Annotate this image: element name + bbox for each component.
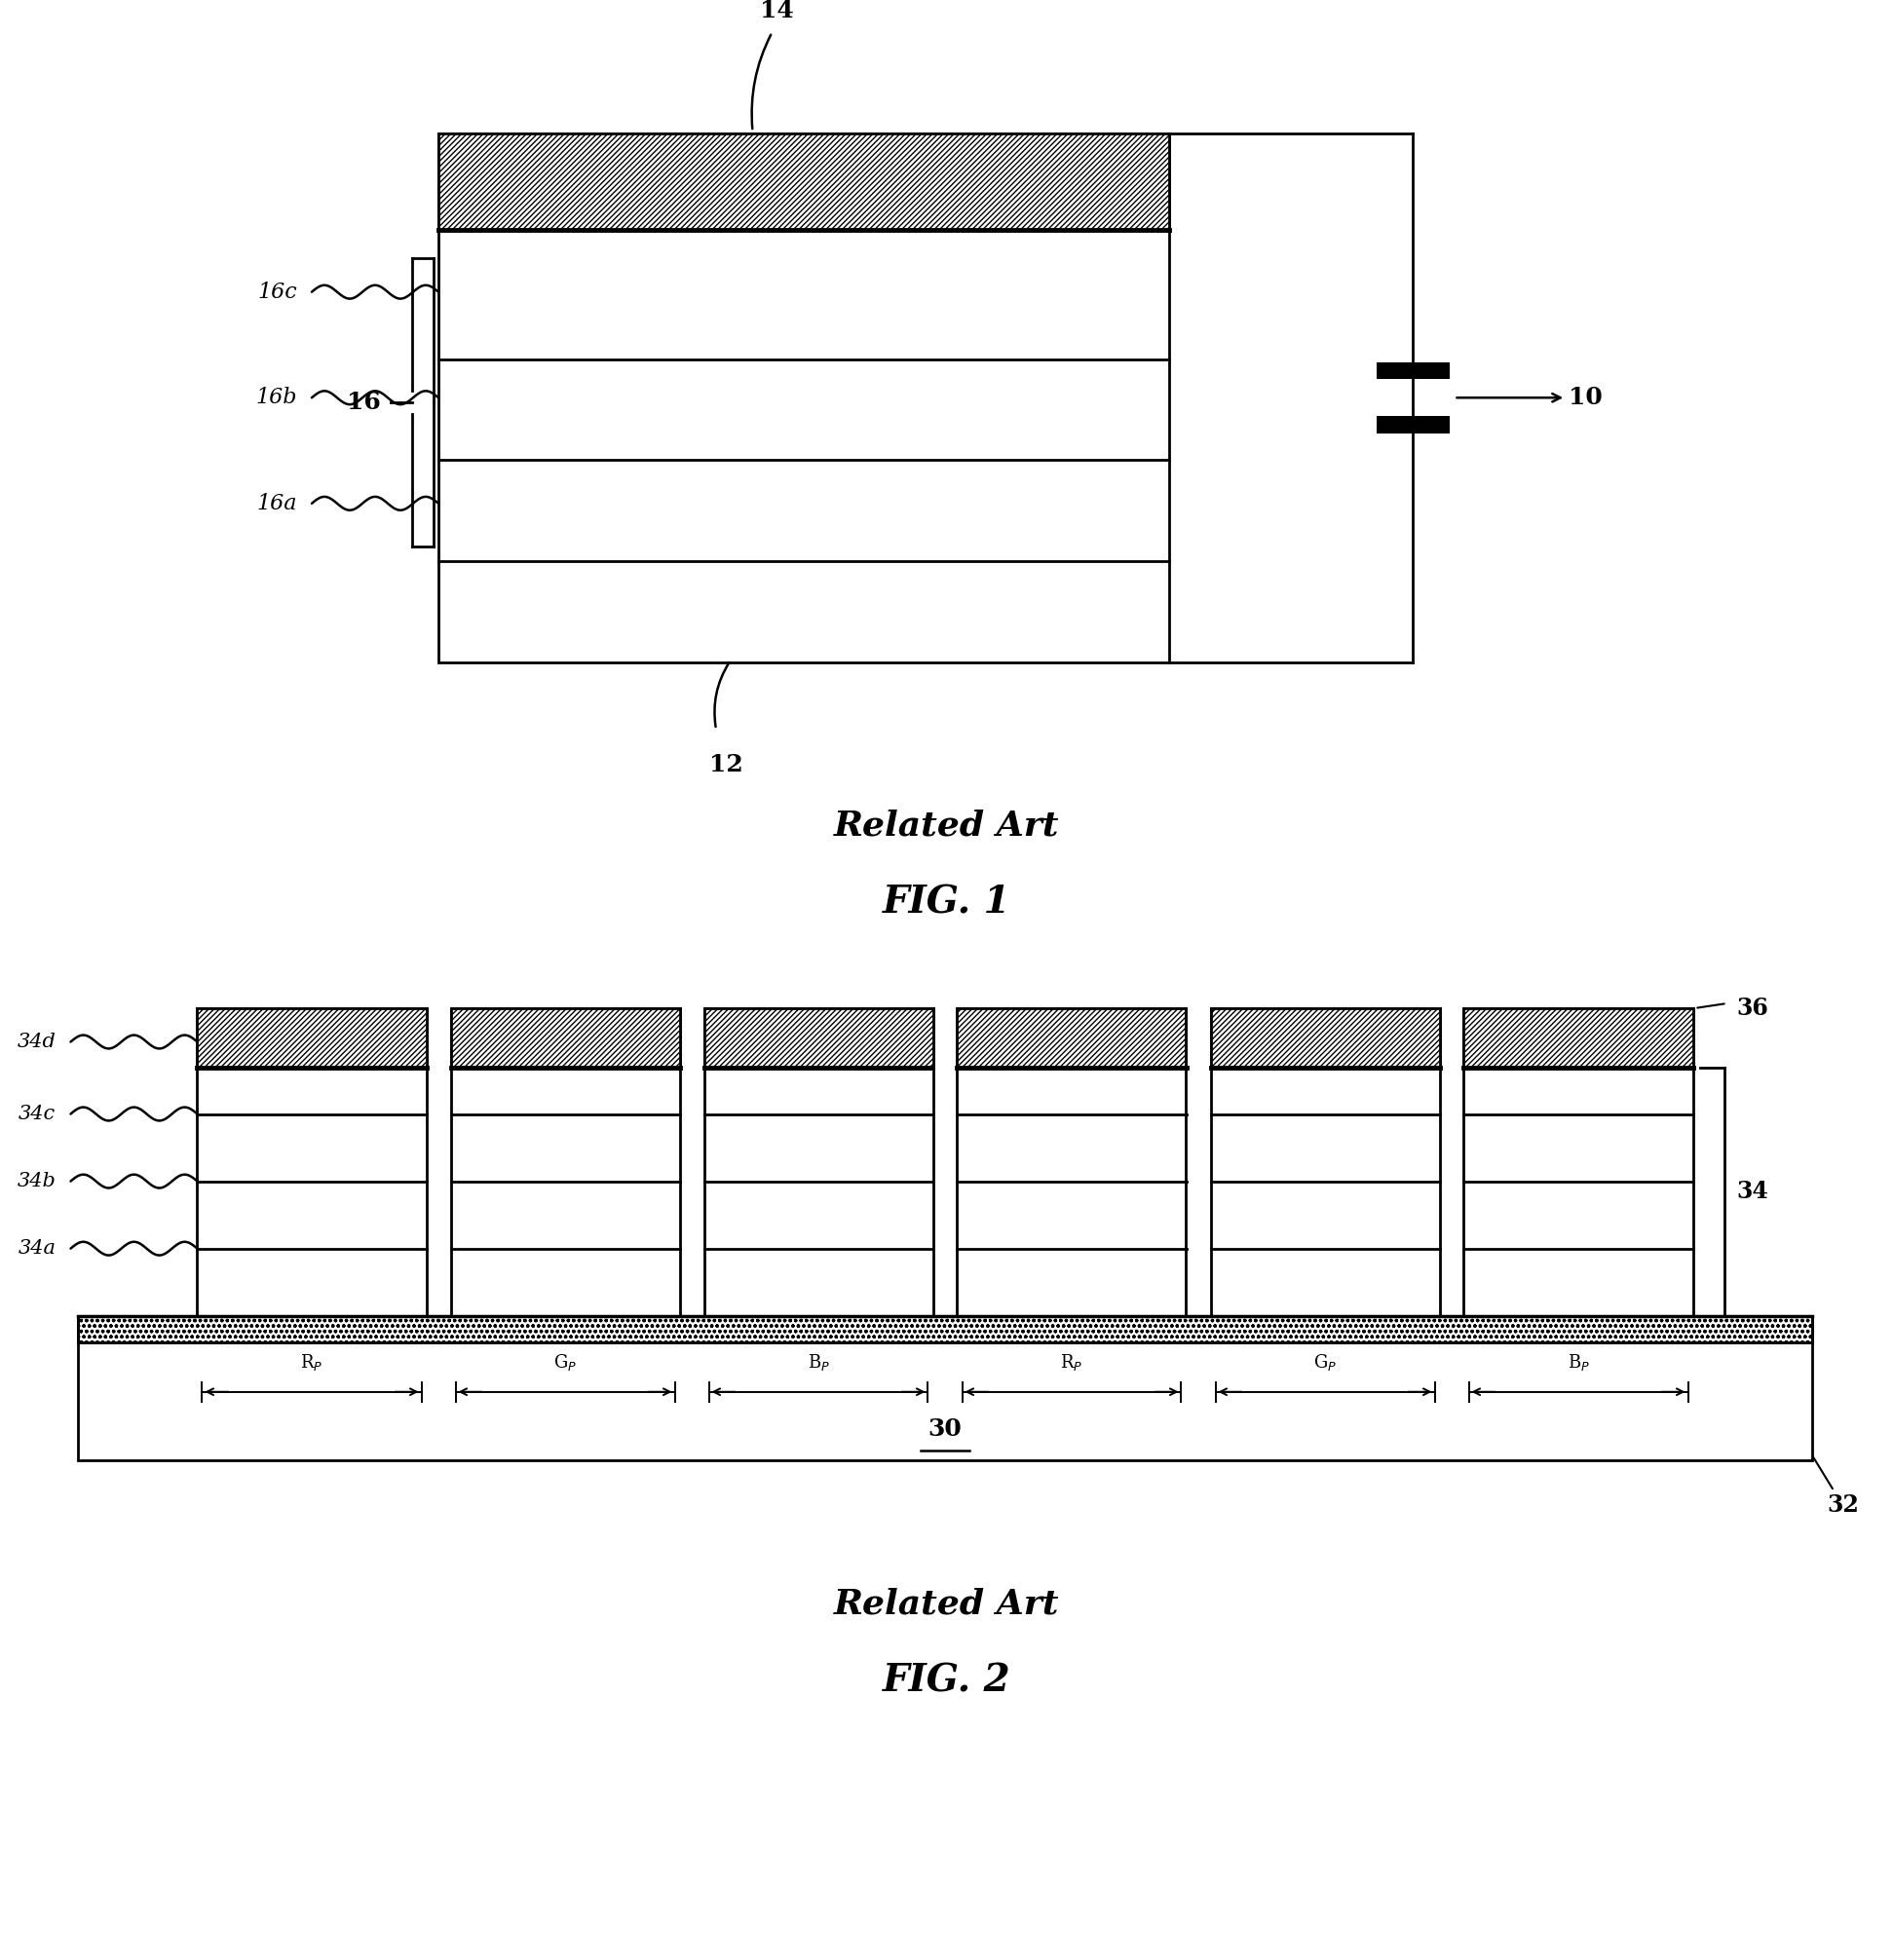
Text: 12: 12	[708, 753, 742, 776]
Bar	[78, 1315, 1812, 1460]
Text: B$_P$: B$_P$	[806, 1352, 829, 1372]
Bar	[451, 1007, 680, 1068]
Text: R$_P$: R$_P$	[301, 1352, 324, 1372]
Bar	[958, 1007, 1187, 1068]
Text: 14: 14	[761, 0, 793, 24]
Bar	[197, 1007, 426, 1068]
Text: B$_P$: B$_P$	[1567, 1352, 1590, 1372]
Bar	[1463, 1007, 1692, 1068]
Bar	[439, 133, 1170, 662]
Text: 30: 30	[928, 1417, 962, 1441]
Bar	[451, 1007, 680, 1315]
Text: 34c: 34c	[19, 1105, 57, 1123]
Text: G$_P$: G$_P$	[1314, 1352, 1336, 1372]
Text: 34b: 34b	[17, 1172, 57, 1190]
Text: 36: 36	[1736, 996, 1768, 1019]
Text: 32: 32	[1813, 1458, 1859, 1517]
Text: Related Art: Related Art	[833, 809, 1060, 843]
Bar	[1463, 1007, 1692, 1068]
Bar	[704, 1007, 933, 1068]
Bar	[704, 1007, 933, 1315]
Bar	[197, 1007, 426, 1315]
Bar	[439, 133, 1170, 229]
Bar	[451, 1007, 680, 1068]
Bar	[439, 133, 1170, 229]
Bar	[1463, 1007, 1692, 1315]
Text: 16: 16	[346, 390, 380, 414]
Text: Related Art: Related Art	[833, 1588, 1060, 1621]
Bar	[704, 1007, 933, 1068]
Bar	[197, 1007, 426, 1068]
Text: 34a: 34a	[19, 1239, 57, 1258]
Text: 16c: 16c	[257, 280, 297, 302]
Text: R$_P$: R$_P$	[1060, 1352, 1083, 1372]
Bar	[1210, 1007, 1439, 1068]
Bar	[1376, 363, 1450, 380]
Text: 34d: 34d	[17, 1033, 57, 1051]
Text: FIG. 1: FIG. 1	[882, 884, 1011, 921]
Bar	[1376, 416, 1450, 433]
Bar	[958, 1007, 1187, 1068]
Text: FIG. 2: FIG. 2	[882, 1662, 1011, 1699]
Text: 16a: 16a	[257, 492, 297, 514]
Bar	[958, 1007, 1187, 1315]
Text: 34: 34	[1736, 1180, 1768, 1203]
Text: 10: 10	[1458, 386, 1603, 410]
Bar	[78, 1315, 1812, 1343]
Bar	[1210, 1007, 1439, 1068]
Bar	[1210, 1007, 1439, 1315]
Text: G$_P$: G$_P$	[553, 1352, 577, 1372]
Text: 16b: 16b	[256, 386, 297, 408]
